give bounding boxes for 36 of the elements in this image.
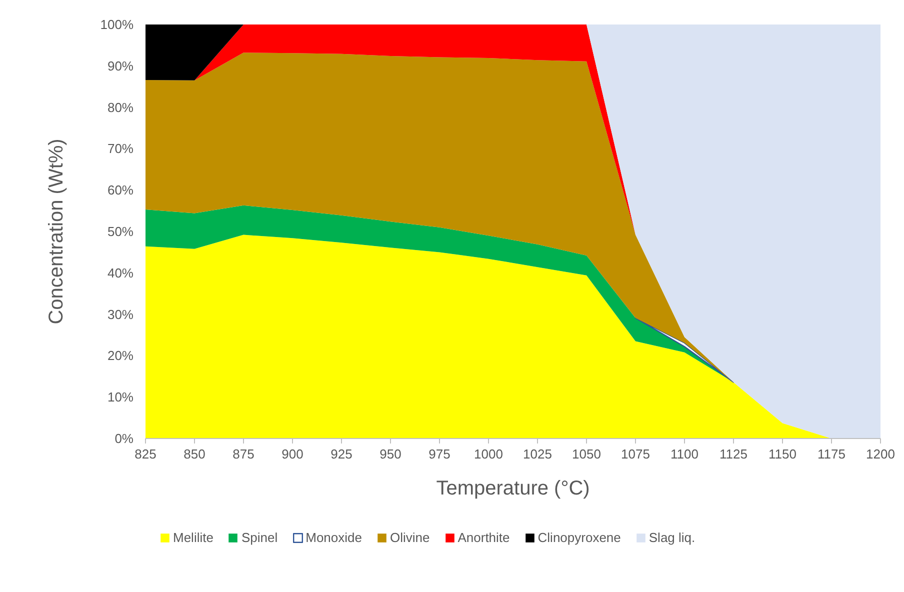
legend-label: Monoxide (306, 530, 362, 545)
legend-label: Spinel (241, 530, 278, 545)
y-tick-label: 20% (107, 348, 134, 364)
x-tick-label: 825 (134, 446, 156, 462)
x-tick-label: 1175 (818, 446, 846, 462)
x-tick-label: 1050 (572, 446, 601, 462)
y-tick-label: 100% (100, 17, 134, 32)
x-tick-label: 950 (380, 446, 402, 462)
legend-label: Melilite (173, 530, 214, 545)
legend-label: Slag liq. (648, 530, 696, 545)
legend-label: Clinopyroxene (538, 530, 621, 545)
y-tick-label: 70% (107, 141, 134, 156)
x-tick-label: 1125 (720, 446, 748, 462)
x-tick-label: 1075 (621, 446, 650, 462)
x-tick-label: 875 (232, 446, 254, 462)
x-tick-label: 975 (428, 446, 450, 462)
y-tick-label: 90% (107, 58, 134, 74)
y-tick-label: 60% (107, 182, 134, 198)
x-tick-label: 1100 (670, 446, 698, 462)
y-tick-label: 0% (114, 431, 134, 446)
y-tick-label: 10% (107, 390, 134, 405)
x-tick-label: 900 (282, 446, 304, 462)
x-tick-label: 850 (184, 446, 206, 462)
y-tick-label: 50% (107, 224, 134, 239)
y-axis-title: Concentration (Wt%) (45, 138, 68, 324)
x-tick-label: 1000 (474, 446, 503, 462)
y-tick-label: 80% (107, 100, 134, 115)
y-tick-label: 40% (107, 265, 134, 280)
x-tick-label: 1200 (866, 446, 895, 462)
x-tick-label: 1025 (523, 446, 552, 462)
x-tick-label: 1150 (768, 446, 796, 462)
legend-label: Anorthite (458, 530, 510, 545)
x-tick-label: 925 (330, 446, 352, 462)
legend-label: Olivine (390, 530, 430, 545)
y-tick-label: 30% (107, 306, 134, 322)
x-axis-title: Temperature (°C) (436, 478, 590, 500)
